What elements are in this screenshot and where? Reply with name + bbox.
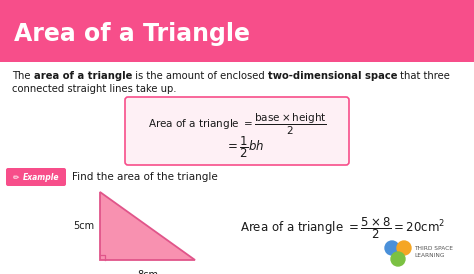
FancyBboxPatch shape [125, 97, 349, 165]
Text: is the amount of enclosed: is the amount of enclosed [132, 71, 268, 81]
FancyBboxPatch shape [0, 58, 474, 274]
Text: Area of a triangle $= \dfrac{5 \times 8}{2} = 20\mathrm{cm}^2$: Area of a triangle $= \dfrac{5 \times 8}… [240, 215, 445, 241]
Text: ✏: ✏ [13, 173, 19, 181]
Text: Example: Example [23, 173, 60, 181]
Text: area of a triangle: area of a triangle [34, 71, 132, 81]
Text: connected straight lines take up.: connected straight lines take up. [12, 84, 176, 94]
Text: The: The [12, 71, 34, 81]
Text: that three: that three [397, 71, 450, 81]
Text: Area of a triangle $= \dfrac{\mathrm{base} \times \mathrm{height}}{2}$: Area of a triangle $= \dfrac{\mathrm{bas… [147, 111, 327, 137]
Text: THIRD SPACE
LEARNING: THIRD SPACE LEARNING [414, 246, 453, 258]
Text: 5cm: 5cm [73, 221, 94, 231]
FancyBboxPatch shape [0, 0, 474, 62]
Circle shape [385, 241, 399, 255]
FancyBboxPatch shape [6, 168, 66, 186]
Text: Find the area of the triangle: Find the area of the triangle [72, 172, 218, 182]
Text: 8cm: 8cm [137, 270, 158, 274]
Text: Area of a Triangle: Area of a Triangle [14, 22, 250, 46]
Text: $= \dfrac{1}{2}bh$: $= \dfrac{1}{2}bh$ [225, 134, 265, 160]
Circle shape [397, 241, 411, 255]
Text: two-dimensional space: two-dimensional space [268, 71, 397, 81]
Circle shape [391, 252, 405, 266]
Polygon shape [100, 192, 195, 260]
